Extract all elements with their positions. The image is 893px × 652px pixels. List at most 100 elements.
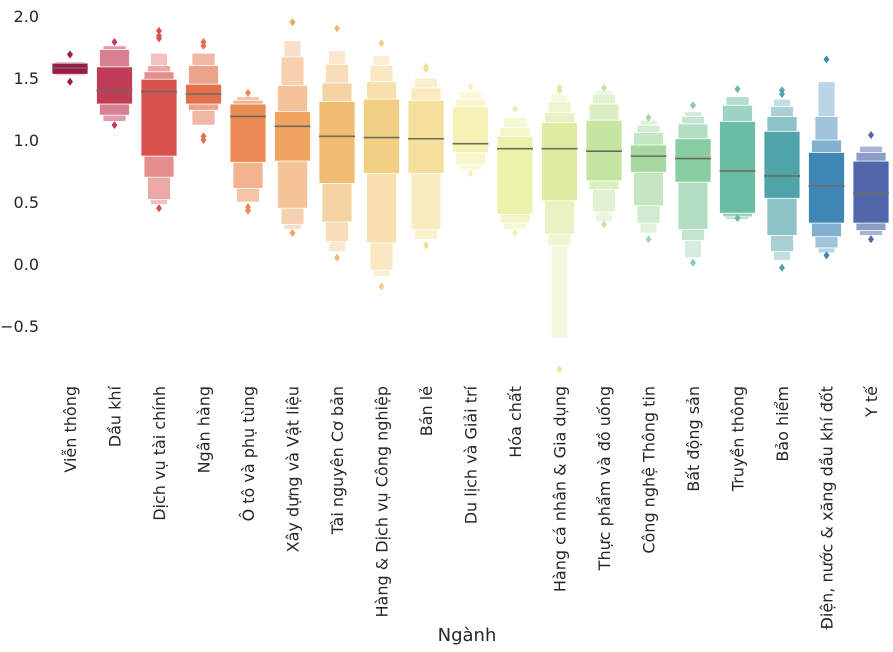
outlier-point	[779, 90, 785, 99]
outlier-point	[690, 101, 696, 110]
box-level-1	[808, 151, 845, 224]
x-tick-label: Ngân hàng	[195, 386, 214, 473]
outlier-point	[378, 282, 385, 291]
outlier-point	[823, 251, 830, 260]
category-14	[630, 113, 667, 244]
category-15	[674, 101, 712, 267]
box-level-1	[719, 121, 756, 214]
category-4	[185, 38, 222, 144]
category-18	[808, 55, 845, 260]
outlier-point	[423, 65, 429, 74]
category-10	[452, 82, 489, 178]
outlier-point	[67, 77, 73, 86]
outlier-point	[245, 206, 251, 215]
y-tick-label: 0.0	[14, 255, 39, 274]
outlier-point	[645, 235, 652, 244]
x-tick-label: Xây dựng và Vật liệu	[284, 386, 303, 552]
outlier-point	[378, 39, 385, 48]
x-tick-label: Hàng & Dịch vụ Công nghiệp	[373, 386, 392, 618]
x-tick-label: Thực phẩm và đồ uống	[595, 386, 614, 571]
boxen-plot-area	[51, 18, 890, 374]
category-2	[96, 38, 133, 130]
box-level-1	[363, 98, 400, 174]
outlier-point	[645, 113, 652, 122]
box-level-1	[674, 138, 712, 183]
x-tick-label: Viễn thông	[61, 386, 80, 473]
outlier-point	[467, 82, 474, 91]
y-tick-label: −0.5	[0, 317, 39, 336]
category-19	[852, 131, 890, 244]
outlier-point	[601, 83, 607, 92]
box-level-1	[229, 103, 267, 163]
outlier-point	[200, 41, 207, 50]
outlier-point	[779, 263, 785, 272]
outlier-point	[868, 131, 874, 140]
category-6	[274, 18, 311, 237]
category-9	[407, 62, 445, 250]
y-tick-label: 2.0	[14, 7, 39, 26]
x-tick-label: Công nghệ Thông tin	[640, 386, 659, 554]
outlier-point	[556, 86, 563, 95]
x-tick-label: Bán lẻ	[417, 386, 436, 436]
y-axis: 2.0 1.5 1.0 0.5 0.0 −0.5	[0, 7, 39, 336]
box-level-1	[318, 101, 356, 184]
x-tick-label: Ô tô và phụ tùng	[239, 386, 258, 521]
outlier-point	[423, 241, 429, 250]
outlier-point	[601, 220, 607, 229]
x-tick-label: Du lịch và Giải trí	[462, 385, 481, 524]
outlier-point	[467, 169, 474, 178]
box-level-1	[140, 78, 178, 157]
box-level-1	[274, 111, 311, 162]
x-tick-label: Dầu khí	[106, 385, 125, 447]
outlier-point	[289, 229, 296, 237]
outlier-point	[512, 105, 518, 113]
box-level-1	[763, 130, 801, 199]
box-level-1	[852, 160, 890, 224]
category-11	[496, 105, 534, 237]
outlier-point	[111, 38, 118, 47]
outlier-point	[734, 85, 741, 94]
outlier-point	[156, 26, 162, 35]
outlier-point	[111, 121, 118, 130]
x-axis-label: Ngành	[438, 625, 497, 646]
x-tick-label: Y tế	[862, 386, 881, 418]
category-7	[318, 24, 356, 262]
outlier-point	[868, 235, 874, 244]
x-tick-label: Truyền thông	[729, 386, 748, 492]
x-tick-label: Bất động sản	[684, 386, 703, 492]
x-tick-label: Hóa chất	[506, 386, 525, 458]
category-16	[719, 85, 756, 223]
outlier-point	[823, 55, 830, 64]
box-level-1	[452, 106, 489, 153]
outlier-point	[334, 253, 340, 262]
x-axis: Viễn thông Dầu khí Dịch vụ tài chính Ngân h…	[61, 385, 881, 629]
y-tick-label: 1.5	[14, 69, 39, 88]
category-12	[541, 83, 578, 374]
outlier-point	[289, 18, 296, 27]
category-13	[585, 83, 623, 229]
x-tick-label: Bảo hiểm	[773, 386, 792, 462]
box-level-1	[96, 66, 133, 105]
x-tick-label: Tài nguyên Cơ bản	[328, 386, 347, 535]
outlier-point	[67, 50, 73, 59]
outlier-point	[156, 34, 162, 43]
y-tick-label: 1.0	[14, 131, 39, 150]
outlier-point	[200, 136, 207, 144]
category-5	[229, 88, 267, 215]
x-tick-label: Hàng cá nhân & Gia dụng	[551, 386, 570, 592]
category-8	[363, 39, 400, 291]
box-level-1	[630, 144, 667, 173]
y-tick-label: 0.5	[14, 193, 39, 212]
outlier-point	[690, 258, 696, 267]
outlier-point	[734, 214, 741, 223]
box-level-1	[541, 122, 578, 202]
outlier-point	[334, 24, 340, 33]
outlier-point	[156, 204, 162, 213]
category-17	[763, 86, 801, 272]
x-tick-label: Điện, nước & xăng dầu khí đốt	[818, 386, 837, 630]
outlier-point	[245, 88, 251, 97]
outlier-point	[512, 229, 518, 237]
category-1	[51, 50, 89, 86]
outlier-point	[556, 365, 563, 374]
